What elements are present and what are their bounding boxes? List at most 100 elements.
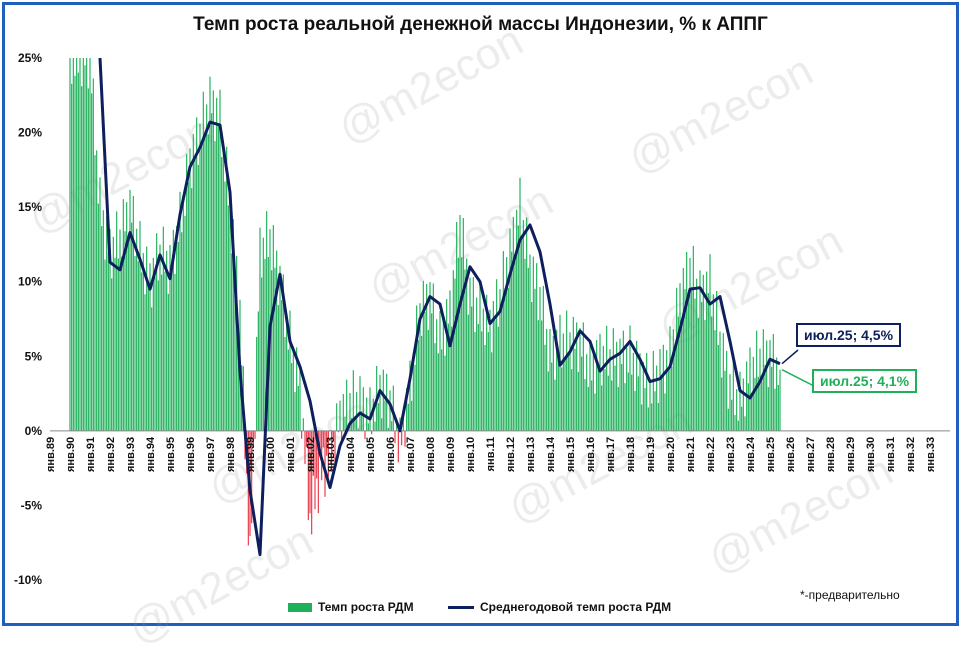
annotation-leader-average (781, 349, 799, 365)
bar (91, 93, 93, 431)
bar (386, 373, 388, 431)
bar (171, 266, 173, 431)
bar (124, 231, 126, 431)
bar (474, 331, 476, 431)
bar (444, 355, 446, 431)
bar (722, 333, 724, 431)
bar (726, 350, 728, 431)
y-tick-label: 0% (25, 424, 43, 438)
bar (562, 333, 564, 431)
bar (574, 348, 576, 431)
bar (341, 430, 343, 445)
bar (382, 369, 384, 431)
bar (151, 307, 153, 431)
x-tick-label: янв.03 (325, 437, 337, 472)
bar (212, 90, 214, 431)
bar (522, 220, 524, 431)
x-tick-label: янв.07 (405, 437, 417, 472)
bar (702, 274, 704, 431)
bar (251, 430, 253, 524)
bar (322, 430, 324, 448)
bar (307, 430, 309, 521)
bar (634, 390, 636, 431)
bar (262, 237, 264, 431)
bar (431, 313, 433, 431)
bar (547, 371, 549, 431)
bar (676, 287, 678, 431)
bar (409, 360, 411, 431)
x-tick-label: янв.05 (365, 437, 377, 472)
bar (196, 117, 198, 431)
y-tick-label: 25% (18, 51, 42, 65)
bar (274, 267, 276, 431)
bar (72, 58, 74, 431)
bar (311, 430, 313, 535)
bar (492, 300, 494, 431)
bar (199, 123, 201, 431)
bar (339, 400, 341, 431)
bar (139, 220, 141, 431)
bar (541, 320, 543, 431)
bar (571, 369, 573, 431)
x-tick-label: янв.17 (605, 437, 617, 472)
bar (504, 288, 506, 431)
bar (202, 91, 204, 431)
bar (512, 216, 514, 431)
bar (381, 418, 383, 431)
bar (476, 297, 478, 431)
bar (217, 124, 219, 431)
bar (189, 148, 191, 431)
x-tick-label: янв.08 (425, 437, 437, 472)
bar (156, 233, 158, 431)
bar (514, 259, 516, 431)
x-tick-label: янв.21 (685, 437, 697, 472)
bar (84, 65, 86, 431)
bar (484, 345, 486, 431)
bar (324, 430, 326, 497)
bar (401, 430, 403, 446)
bar (669, 326, 671, 431)
bar (236, 255, 238, 431)
bar (211, 113, 213, 431)
bar (657, 402, 659, 431)
bar (761, 381, 763, 431)
y-tick-label: 10% (18, 275, 42, 289)
bar (467, 314, 469, 431)
legend-label-line: Среднегодовой темп роста РДМ (480, 600, 672, 614)
bar (287, 349, 289, 431)
bar (147, 284, 149, 431)
bar (539, 286, 541, 431)
bar (607, 375, 609, 431)
bar (346, 379, 348, 431)
bar (231, 253, 233, 431)
bar (686, 251, 688, 431)
bar (652, 350, 654, 431)
x-tick-label: янв.95 (165, 437, 177, 472)
bar (79, 58, 81, 431)
bar (157, 280, 159, 431)
x-tick-label: янв.28 (825, 437, 837, 472)
bar (734, 415, 736, 431)
bar (732, 361, 734, 431)
bar (299, 366, 301, 431)
bar (264, 259, 266, 431)
bar (222, 140, 224, 431)
bar (81, 86, 83, 431)
bar (499, 289, 501, 431)
bar (527, 267, 529, 431)
bar (237, 324, 239, 431)
average-line (98, 57, 781, 557)
bar (486, 294, 488, 431)
bar (632, 352, 634, 431)
bar (162, 226, 164, 431)
bar (594, 393, 596, 431)
bar (282, 274, 284, 431)
bar (417, 340, 419, 431)
bar (684, 289, 686, 431)
bar (127, 242, 129, 431)
bar (616, 341, 618, 431)
chart-title: Темп роста реальной денежной массы Индон… (193, 14, 768, 35)
bar (266, 211, 268, 431)
bar (582, 322, 584, 431)
bar (429, 282, 431, 431)
